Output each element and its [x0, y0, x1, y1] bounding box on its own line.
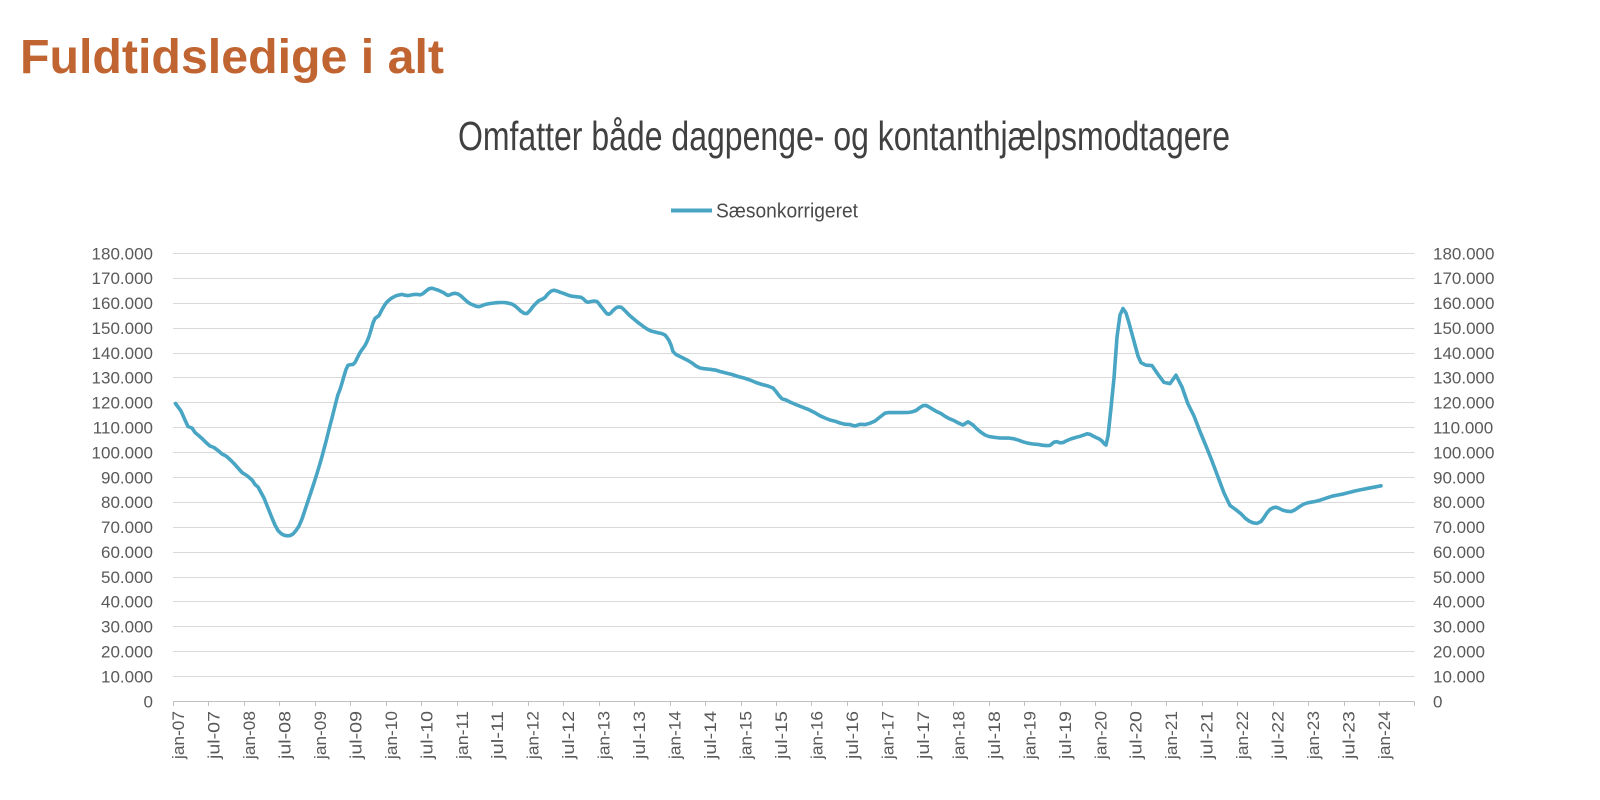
svg-text:jan-14: jan-14	[666, 711, 685, 760]
svg-text:jul-13: jul-13	[630, 711, 649, 760]
svg-text:70.000: 70.000	[101, 518, 153, 537]
svg-text:jul-17: jul-17	[914, 711, 933, 760]
svg-text:jul-19: jul-19	[1056, 711, 1075, 760]
svg-text:jan-09: jan-09	[311, 711, 330, 760]
svg-text:130.000: 130.000	[1433, 369, 1494, 388]
svg-text:jul-23: jul-23	[1340, 711, 1359, 760]
svg-text:jul-08: jul-08	[275, 711, 294, 760]
svg-text:150.000: 150.000	[92, 319, 153, 338]
svg-text:Omfatter både dagpenge- og kon: Omfatter både dagpenge- og kontanthjælps…	[458, 113, 1230, 159]
svg-text:jan-13: jan-13	[595, 711, 614, 760]
svg-text:40.000: 40.000	[101, 593, 153, 612]
svg-text:10.000: 10.000	[1433, 667, 1485, 686]
svg-text:40.000: 40.000	[1433, 593, 1485, 612]
svg-text:jul-09: jul-09	[346, 711, 365, 760]
svg-text:140.000: 140.000	[92, 344, 153, 363]
svg-text:jul-20: jul-20	[1127, 711, 1146, 760]
svg-text:jan-07: jan-07	[169, 711, 188, 760]
svg-text:170.000: 170.000	[1433, 269, 1494, 288]
svg-text:jan-20: jan-20	[1091, 711, 1110, 760]
svg-text:jul-11: jul-11	[488, 711, 507, 760]
svg-text:jul-12: jul-12	[559, 711, 578, 760]
svg-text:50.000: 50.000	[101, 568, 153, 587]
svg-text:30.000: 30.000	[1433, 618, 1485, 637]
svg-text:180.000: 180.000	[1433, 244, 1494, 263]
svg-text:jan-18: jan-18	[949, 711, 968, 760]
svg-text:100.000: 100.000	[92, 443, 153, 462]
svg-text:180.000: 180.000	[92, 244, 153, 263]
svg-text:20.000: 20.000	[1433, 643, 1485, 662]
svg-text:160.000: 160.000	[1433, 294, 1494, 313]
svg-text:80.000: 80.000	[101, 493, 153, 512]
svg-text:70.000: 70.000	[1433, 518, 1485, 537]
svg-text:110.000: 110.000	[93, 419, 153, 438]
svg-text:30.000: 30.000	[101, 618, 153, 637]
svg-text:jan-15: jan-15	[737, 711, 756, 760]
svg-text:60.000: 60.000	[1433, 543, 1485, 562]
svg-text:100.000: 100.000	[1433, 443, 1494, 462]
svg-text:150.000: 150.000	[1433, 319, 1494, 338]
svg-text:jul-07: jul-07	[204, 711, 223, 760]
svg-text:jan-21: jan-21	[1162, 711, 1181, 760]
svg-text:jan-22: jan-22	[1233, 711, 1252, 760]
svg-text:jan-19: jan-19	[1020, 711, 1039, 760]
svg-text:10.000: 10.000	[101, 667, 153, 686]
svg-text:0: 0	[144, 692, 153, 711]
svg-text:jul-15: jul-15	[772, 711, 791, 760]
svg-text:170.000: 170.000	[92, 269, 153, 288]
svg-text:90.000: 90.000	[1433, 468, 1485, 487]
svg-text:120.000: 120.000	[1433, 394, 1494, 413]
svg-text:jan-08: jan-08	[240, 711, 259, 760]
svg-text:jan-23: jan-23	[1304, 711, 1323, 760]
svg-text:Fuldtidsledige i alt: Fuldtidsledige i alt	[20, 31, 444, 84]
svg-text:jul-16: jul-16	[843, 711, 862, 760]
svg-text:140.000: 140.000	[1433, 344, 1494, 363]
svg-text:jan-10: jan-10	[382, 711, 401, 760]
svg-text:jan-12: jan-12	[524, 711, 543, 760]
svg-text:110.000: 110.000	[1433, 419, 1493, 438]
svg-text:160.000: 160.000	[92, 294, 153, 313]
svg-text:80.000: 80.000	[1433, 493, 1485, 512]
svg-text:90.000: 90.000	[101, 468, 153, 487]
svg-text:jan-24: jan-24	[1375, 711, 1394, 760]
svg-text:50.000: 50.000	[1433, 568, 1485, 587]
svg-text:130.000: 130.000	[92, 369, 153, 388]
svg-text:jul-14: jul-14	[701, 711, 720, 760]
svg-text:jul-22: jul-22	[1269, 711, 1288, 760]
svg-text:0: 0	[1433, 692, 1442, 711]
svg-text:120.000: 120.000	[92, 394, 153, 413]
svg-text:jan-17: jan-17	[878, 711, 897, 760]
svg-text:Sæsonkorrigeret: Sæsonkorrigeret	[716, 200, 858, 223]
svg-text:jan-16: jan-16	[807, 711, 826, 760]
svg-text:60.000: 60.000	[101, 543, 153, 562]
svg-text:20.000: 20.000	[101, 643, 153, 662]
svg-text:jul-21: jul-21	[1198, 711, 1217, 760]
svg-text:jan-11: jan-11	[453, 711, 472, 760]
svg-text:jul-10: jul-10	[417, 711, 436, 760]
svg-text:jul-18: jul-18	[985, 711, 1004, 760]
